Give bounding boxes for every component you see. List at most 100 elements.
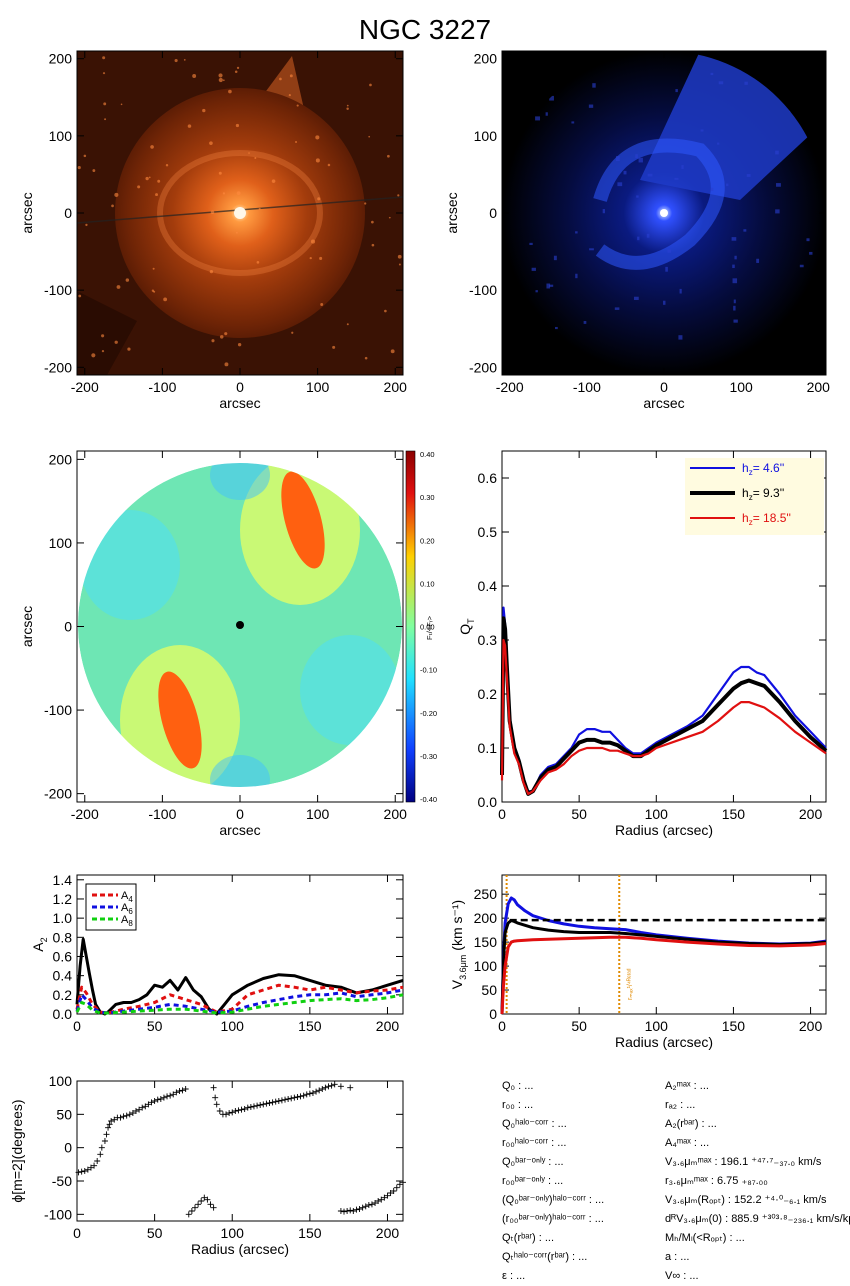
phase-point — [347, 1207, 354, 1214]
phase-point — [129, 1110, 136, 1116]
phase-point — [393, 1184, 400, 1191]
map-red-upper — [281, 471, 325, 569]
phase-point — [309, 1090, 316, 1096]
phase-point — [362, 1203, 369, 1210]
star-speck — [210, 210, 215, 214]
map-blue-top — [210, 463, 270, 500]
phase-point — [117, 1114, 124, 1121]
star-speck — [224, 362, 229, 367]
x-tick-label: 100 — [221, 1018, 245, 1034]
x-tick-label: 0 — [236, 806, 244, 822]
params-right-column: A₂ᵐᵃˣ : ... rₐ₂ : ... A₂(rᵇᵃʳ) : ... A₄ᵐᵃˣ … — [665, 1077, 850, 1286]
y-axis-label-main: A — [30, 942, 46, 952]
noise-speck — [717, 142, 720, 145]
star-speck — [157, 179, 161, 183]
param-left-8: Qₜ(rᵇᵃʳ) : ... — [502, 1232, 555, 1244]
phase-point — [319, 1086, 326, 1092]
y-axis-label-main: arcsec — [19, 192, 35, 233]
noise-speck — [775, 150, 779, 155]
phase-point — [210, 1084, 217, 1091]
x-tick-label: 50 — [147, 1225, 163, 1241]
noise-speck — [617, 182, 623, 187]
y-tick-label: -100 — [44, 282, 72, 298]
y-tick-label: 0.2 — [478, 686, 498, 702]
x-tick-label: 50 — [571, 1018, 587, 1034]
phase-point — [353, 1206, 360, 1213]
x-tick-label: 100 — [306, 379, 330, 395]
phase-point — [81, 1168, 88, 1174]
phase-point — [396, 1181, 403, 1188]
map-center — [236, 621, 244, 629]
y-axis-label: arcsec — [19, 606, 35, 647]
noise-speck — [726, 183, 729, 187]
noise-speck — [678, 335, 683, 340]
noise-speck — [637, 236, 640, 241]
star-speck — [289, 74, 293, 78]
y-tick-label: -100 — [44, 1206, 72, 1222]
param-right-10: V∞ : ... — [665, 1270, 699, 1282]
x-tick-label: 200 — [384, 806, 408, 822]
y-tick-label: 0.3 — [478, 632, 498, 648]
x-tick-label: 100 — [729, 379, 753, 395]
phase-point — [275, 1098, 282, 1104]
phase-point — [106, 1121, 113, 1128]
y-tick-label: 200 — [474, 51, 498, 67]
y-tick-label: 150 — [474, 934, 498, 950]
colorbar-tick-label: 0.30 — [420, 493, 435, 502]
phase-point — [191, 1204, 198, 1211]
phase-point — [400, 1179, 406, 1186]
phase-point — [101, 1138, 108, 1144]
y-axis-label: arcsec — [444, 192, 460, 233]
phase-point — [288, 1095, 295, 1102]
star-speck — [218, 77, 223, 83]
star-speck — [85, 223, 88, 227]
phase-point — [185, 1211, 192, 1218]
phase-point — [244, 1104, 251, 1111]
phase-point — [108, 1118, 115, 1124]
noise-speck — [546, 283, 551, 289]
phase-point — [278, 1097, 285, 1104]
phase-point — [365, 1202, 372, 1208]
phase-point — [316, 1087, 323, 1094]
phase-point — [378, 1196, 385, 1203]
noise-speck — [776, 183, 781, 187]
phase-point — [337, 1083, 344, 1090]
page-title: NGC 3227 — [358, 14, 492, 45]
phase-point — [306, 1090, 313, 1097]
star-speck — [384, 309, 387, 313]
noise-speck — [553, 255, 557, 261]
phase-point — [160, 1094, 167, 1101]
noise-speck — [592, 83, 596, 88]
y-axis-label-unit: (km s⁻¹) — [449, 900, 465, 951]
velocity-annotation: rₘₐₓ¹/⁴ᴿᵉᵗᵃᵈ — [627, 968, 634, 1000]
star-speck — [296, 104, 299, 107]
phase-point — [94, 1158, 101, 1164]
colorbar-tick-label: 0.10 — [420, 579, 435, 588]
noise-speck — [575, 273, 578, 279]
y-axis-label-main: ϕ[m=2](degrees) — [9, 1099, 25, 1202]
star-speck — [125, 278, 130, 282]
star-speck — [114, 192, 119, 197]
phase-point — [173, 1089, 180, 1096]
phase-point — [201, 1194, 208, 1201]
star-speck — [236, 191, 241, 196]
colorbar-tick-label: -0.20 — [420, 709, 437, 718]
param-left-3: r₀₀ʰᵃˡᵒ⁻ᶜᵒʳʳ : ... — [502, 1137, 567, 1149]
star-speck — [165, 164, 169, 167]
star-speck — [103, 102, 107, 106]
star-speck — [155, 193, 158, 197]
phase-point — [212, 1094, 219, 1101]
star-speck — [127, 347, 131, 351]
phase-point — [266, 1100, 273, 1106]
star-speck — [218, 171, 222, 175]
galaxy-nucleus — [234, 207, 246, 219]
noise-speck — [667, 249, 672, 253]
star-speck — [279, 77, 282, 81]
phase-point — [322, 1084, 329, 1091]
x-tick-label: 200 — [799, 1018, 823, 1034]
a2-series-line — [75, 937, 404, 1016]
noise-speck — [733, 305, 736, 311]
phase-point — [303, 1091, 310, 1098]
legend-entry-label: h — [742, 461, 749, 475]
